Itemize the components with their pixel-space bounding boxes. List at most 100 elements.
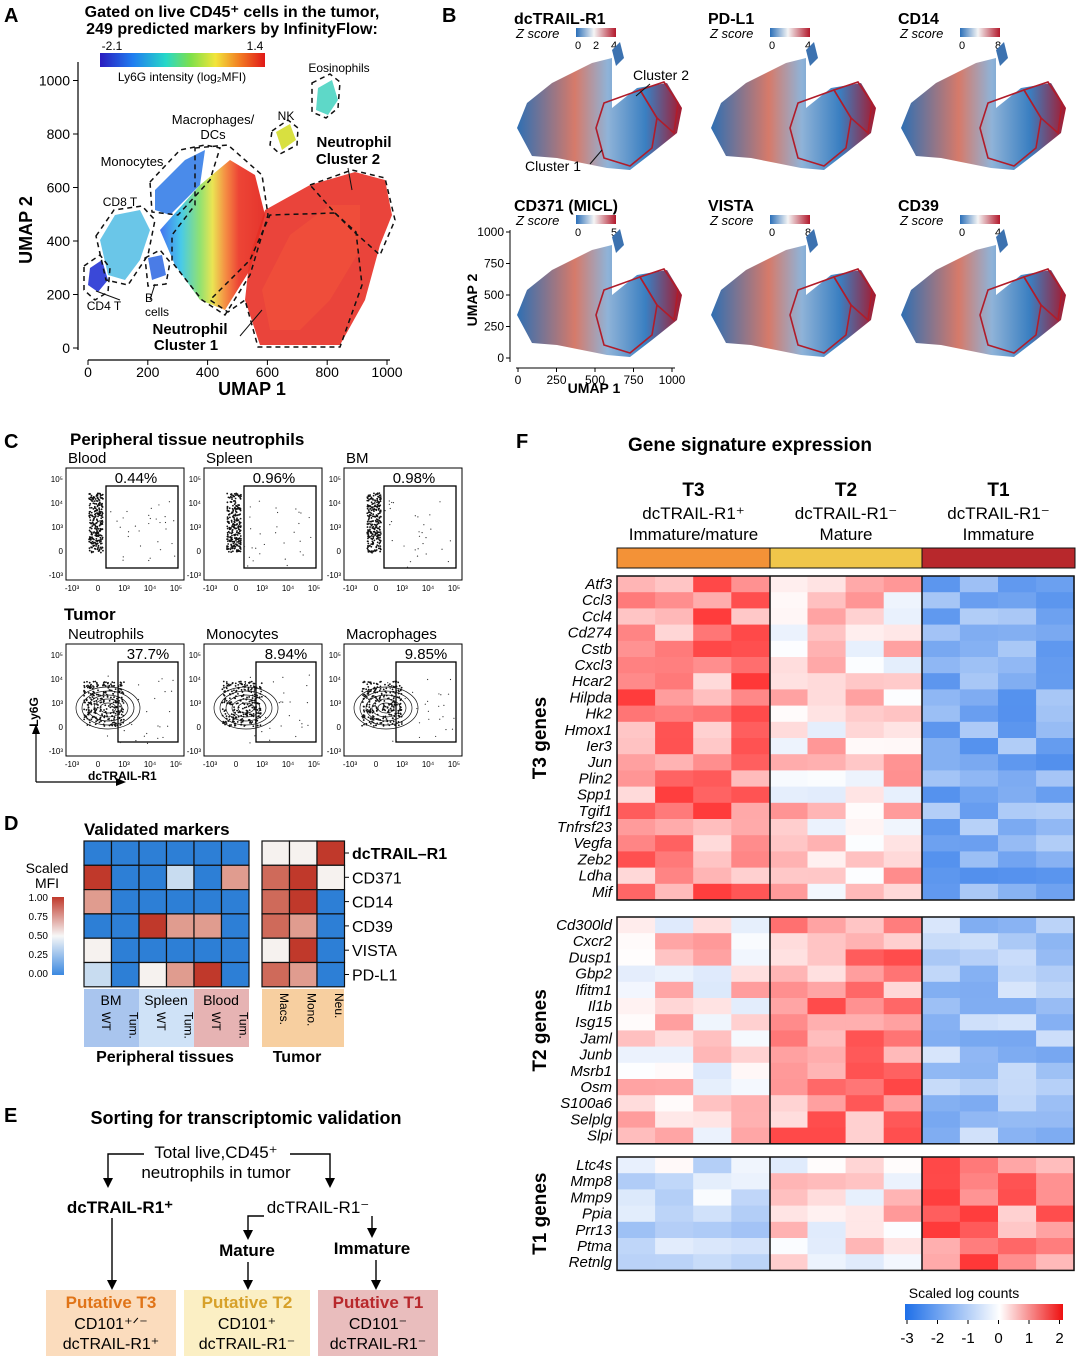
f-heat-cell <box>921 1254 961 1271</box>
panel-e-label: E <box>4 1105 17 1127</box>
f-legend-tick: 1 <box>1025 1330 1033 1347</box>
f-gene-label: Junb <box>578 1047 612 1064</box>
f-heat-cell <box>617 1157 656 1174</box>
panel-a-title-1: Gated on live CD45⁺ cells in the tumor, <box>85 4 380 21</box>
f-heat-cell <box>998 576 1037 593</box>
f-heat-cell <box>731 949 770 966</box>
e-box-line2: dcTRAIL-R1⁻ <box>330 1336 426 1353</box>
zscore-tick: 8 <box>805 227 811 239</box>
f-heat-cell <box>998 1254 1037 1271</box>
panel-a-label: A <box>4 5 18 27</box>
zscore-colorbar <box>770 28 810 37</box>
panel-d: D Validated markers Scaled MFI 1.00 0.75 0… <box>4 813 447 1066</box>
f-block-frame <box>616 575 1075 901</box>
f-heat-cell <box>655 917 694 934</box>
f-gene-label: Ppia <box>582 1206 612 1223</box>
f-heat-cell <box>655 867 694 885</box>
umap-cells <box>901 245 1066 357</box>
d-heat-cell <box>220 864 250 891</box>
f-heat-cell <box>655 1046 694 1064</box>
a-ytick-label: 200 <box>47 287 71 303</box>
gate-percent: 8.94% <box>265 646 308 663</box>
f-heat-cell <box>731 705 770 723</box>
d-col-label: WT <box>99 1012 113 1031</box>
umap-marker-name: CD39 <box>898 198 939 215</box>
e-box-title: Putative T2 <box>202 1293 293 1312</box>
f-group-line2: Mature <box>820 525 873 544</box>
flow-ytick: 10⁴ <box>189 675 202 684</box>
f-heat-cell <box>731 1079 770 1096</box>
f-heat-cell <box>617 608 656 625</box>
f-gene-label: Jaml <box>579 1030 612 1047</box>
f-heat-cell <box>959 835 999 852</box>
f-heat-cell <box>1036 1079 1075 1096</box>
f-heat-cell <box>693 786 732 804</box>
f-heat-cell <box>921 705 961 723</box>
f-gene-label: Ier3 <box>586 738 613 755</box>
d-heat-cell <box>83 840 113 866</box>
f-heat-cell <box>731 917 770 934</box>
f-heat-cell <box>998 624 1037 642</box>
panel-f-label: F <box>516 431 528 453</box>
flow-xtick: 10³ <box>256 760 268 769</box>
f-heat-cell <box>845 867 885 885</box>
flow-plot-title: Blood <box>68 450 106 467</box>
f-heat-cell <box>959 819 999 836</box>
f-heat-cell <box>617 1221 656 1239</box>
b-ytick-label: 0 <box>497 351 504 365</box>
f-heat-cell <box>693 1127 732 1145</box>
a-ytick-label: 800 <box>47 126 71 142</box>
flow-xtick: 10³ <box>396 760 408 769</box>
f-heat-cell <box>731 1221 770 1239</box>
flow-xtick: 10⁴ <box>282 584 295 593</box>
panel-d-tumor-label: Tumor <box>273 1049 322 1066</box>
f-heat-cell <box>883 851 923 868</box>
f-heat-cell <box>845 981 885 999</box>
a-ytick-label: 600 <box>47 180 71 196</box>
f-heat-cell <box>807 1111 847 1128</box>
f-heat-cell <box>883 981 923 999</box>
f-block-label: T3 genes <box>530 697 551 779</box>
umap-cells <box>517 58 682 170</box>
flow-ytick: 10³ <box>51 523 63 532</box>
f-heat-cell <box>693 738 732 755</box>
d-heat-cell <box>165 937 195 964</box>
f-heat-cell <box>807 640 847 658</box>
f-heat-cell <box>693 1111 732 1128</box>
f-heat-cell <box>1036 673 1075 690</box>
f-heat-cell <box>807 1238 847 1255</box>
flow-xtick: 10³ <box>118 584 130 593</box>
gate-percent: 0.98% <box>393 470 436 487</box>
d-heat-cell <box>261 913 291 939</box>
f-heat-cell <box>731 1111 770 1128</box>
f-heat-cell <box>731 738 770 755</box>
f-heat-cell <box>845 1046 885 1064</box>
flow-ytick: 10⁵ <box>329 651 341 660</box>
d-heat-cell <box>261 840 291 866</box>
f-heat-cell <box>921 754 961 771</box>
f-heat-cell <box>769 673 808 690</box>
f-heat-cell <box>921 624 961 642</box>
zscore-tick: 0 <box>959 40 965 52</box>
label-cd8: CD8 T <box>103 195 138 209</box>
d-heat-cell <box>165 913 195 939</box>
f-heat-cell <box>1036 1111 1075 1128</box>
flow-ytick: 0 <box>197 547 202 556</box>
f-heat-cell <box>807 1014 847 1031</box>
d-col-label: Neu. <box>332 993 346 1018</box>
panel-a-xlabel: UMAP 1 <box>218 379 286 399</box>
flow-ytick: -10³ <box>187 747 202 756</box>
f-heat-cell <box>655 786 694 804</box>
label-neutrophil-c1-1: Neutrophil <box>153 321 228 338</box>
f-heat-cell <box>845 608 885 625</box>
f-heat-cell <box>769 770 808 787</box>
f-heat-cell <box>769 917 808 934</box>
d-tumor-bg <box>262 989 344 1047</box>
f-block-label: T1 genes <box>530 1173 551 1255</box>
f-heat-cell <box>1036 1254 1075 1271</box>
f-gene-label: Tnfrsf23 <box>557 819 613 836</box>
f-gene-label: Osm <box>580 1079 612 1096</box>
f-heat-cell <box>693 981 732 999</box>
